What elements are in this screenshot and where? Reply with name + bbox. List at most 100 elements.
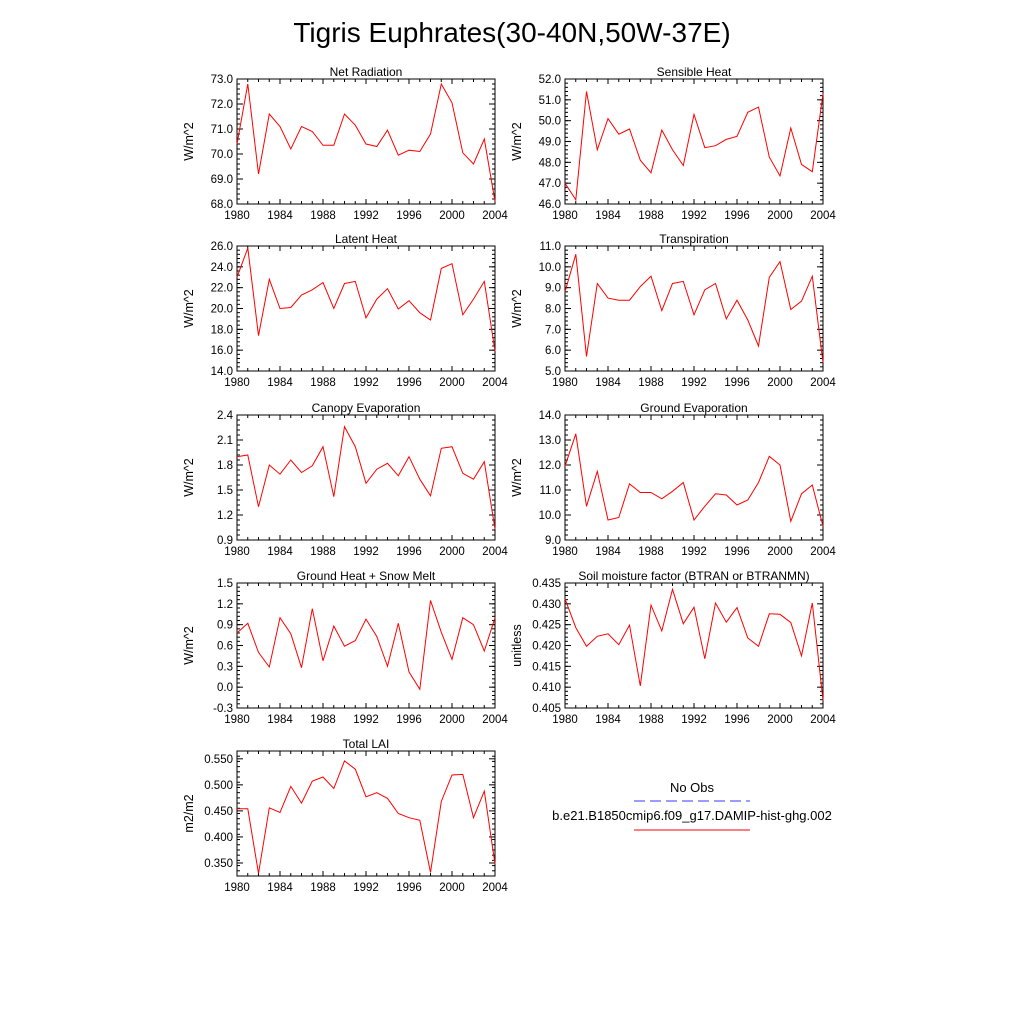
y-tick-label: 1.5: [217, 485, 233, 497]
x-tick-label: 1992: [353, 714, 379, 726]
y-axis-label: W/m^2: [510, 458, 524, 497]
x-tick-label: 1996: [724, 546, 750, 558]
y-tick-label: 1.5: [217, 578, 233, 590]
x-tick-label: 1984: [267, 377, 293, 389]
y-tick-label: 0.420: [532, 641, 561, 653]
x-tick-label: 1996: [396, 210, 422, 222]
panel-title: Net Radiation: [330, 65, 403, 79]
x-tick-label: 1984: [595, 714, 621, 726]
y-tick-label: 50.0: [539, 116, 561, 128]
y-tick-label: 9.0: [545, 283, 561, 295]
x-tick-label: 1992: [681, 377, 707, 389]
panel-1: Net Radiation W/m^2 1980 1984 1988 1992 1996 20…: [182, 65, 508, 222]
x-tick-label: 1980: [224, 210, 250, 222]
y-tick-label: 11.0: [539, 485, 561, 497]
panel-title: Canopy Evaporation: [312, 401, 421, 415]
series-line: [564, 587, 824, 701]
y-tick-label: 49.0: [539, 137, 561, 149]
y-tick-label: 0.6: [217, 641, 233, 653]
y-tick-label: 6.0: [545, 345, 561, 357]
x-tick-label: 1992: [353, 882, 379, 894]
legend-obs-label: No Obs: [670, 780, 715, 795]
y-axis-label: W/m^2: [510, 289, 524, 328]
x-tick-label: 2004: [482, 377, 508, 389]
x-tick-label: 1980: [224, 714, 250, 726]
x-tick-label: 2004: [482, 882, 508, 894]
series-line: [236, 247, 496, 352]
x-tick-label: 1992: [353, 546, 379, 558]
y-tick-label: 48.0: [539, 157, 561, 169]
y-tick-label: 13.0: [539, 435, 561, 447]
y-tick-label: 0.450: [204, 806, 233, 818]
x-tick-label: 1988: [310, 210, 336, 222]
x-tick-label: 1992: [681, 210, 707, 222]
panel-title: Latent Heat: [335, 232, 398, 246]
y-tick-label: 11.0: [539, 241, 561, 253]
x-tick-label: 2004: [810, 377, 836, 389]
y-axis-label: W/m^2: [182, 122, 196, 161]
y-tick-label: 26.0: [211, 241, 233, 253]
y-tick-label: 0.9: [217, 620, 233, 632]
x-tick-label: 1980: [224, 882, 250, 894]
series-line: [236, 425, 496, 530]
y-tick-label: 70.0: [211, 149, 233, 161]
y-tick-label: 2.1: [217, 435, 233, 447]
y-tick-label: 1.2: [217, 599, 233, 611]
y-tick-label: 0.9: [217, 535, 233, 547]
x-tick-label: 1988: [310, 714, 336, 726]
x-tick-label: 1996: [396, 714, 422, 726]
x-tick-label: 1980: [552, 377, 578, 389]
y-tick-label: 10.0: [539, 262, 561, 274]
x-tick-label: 1984: [267, 210, 293, 222]
y-tick-label: 69.0: [211, 174, 233, 186]
y-tick-label: 0.430: [532, 599, 561, 611]
y-tick-label: 0.415: [532, 661, 561, 673]
y-axis-label: W/m^2: [510, 122, 524, 161]
x-tick-label: 1984: [595, 546, 621, 558]
figure-title: Tigris Euphrates(30-40N,50W-37E): [293, 17, 730, 48]
x-tick-label: 1996: [724, 210, 750, 222]
x-tick-label: 2000: [439, 210, 465, 222]
y-tick-label: 1.2: [217, 510, 233, 522]
y-axis-label: m2/m2: [182, 794, 196, 832]
series-line: [236, 600, 496, 691]
y-tick-label: 8.0: [545, 304, 561, 316]
legend-model-label: b.e21.B1850cmip6.f09_g17.DAMIP-hist-ghg.…: [552, 808, 832, 823]
y-axis-label: unitless: [510, 624, 524, 666]
series-line: [564, 254, 824, 363]
series-line: [236, 82, 496, 202]
y-tick-label: 14.0: [211, 366, 233, 378]
x-tick-label: 1984: [267, 882, 293, 894]
x-tick-label: 2004: [482, 546, 508, 558]
panel-title: Ground Heat + Snow Melt: [297, 569, 436, 583]
y-tick-label: 51.0: [539, 95, 561, 107]
x-tick-label: 2004: [810, 210, 836, 222]
panel-title: Sensible Heat: [657, 65, 732, 79]
y-tick-label: 73.0: [211, 74, 233, 86]
x-tick-label: 2000: [439, 546, 465, 558]
x-tick-label: 1984: [267, 714, 293, 726]
y-tick-label: 72.0: [211, 99, 233, 111]
x-tick-label: 1984: [595, 210, 621, 222]
x-tick-label: 1980: [552, 714, 578, 726]
x-tick-label: 2000: [439, 714, 465, 726]
x-tick-label: 1980: [552, 546, 578, 558]
x-tick-label: 2000: [767, 714, 793, 726]
y-tick-label: 18.0: [211, 324, 233, 336]
series-line: [237, 760, 496, 874]
y-tick-label: 68.0: [211, 199, 233, 211]
y-tick-label: 0.400: [204, 832, 233, 844]
y-tick-label: -0.3: [213, 703, 233, 715]
panel-title: Transpiration: [659, 232, 729, 246]
x-tick-label: 1996: [724, 714, 750, 726]
x-tick-label: 1992: [353, 377, 379, 389]
x-tick-label: 2004: [810, 546, 836, 558]
x-tick-label: 1980: [224, 377, 250, 389]
x-tick-label: 1988: [310, 546, 336, 558]
y-tick-label: 10.0: [539, 510, 561, 522]
y-tick-label: 0.350: [204, 858, 233, 870]
y-tick-label: 7.0: [545, 324, 561, 336]
y-axis-label: W/m^2: [182, 289, 196, 328]
panel-title: Total LAI: [343, 737, 390, 751]
